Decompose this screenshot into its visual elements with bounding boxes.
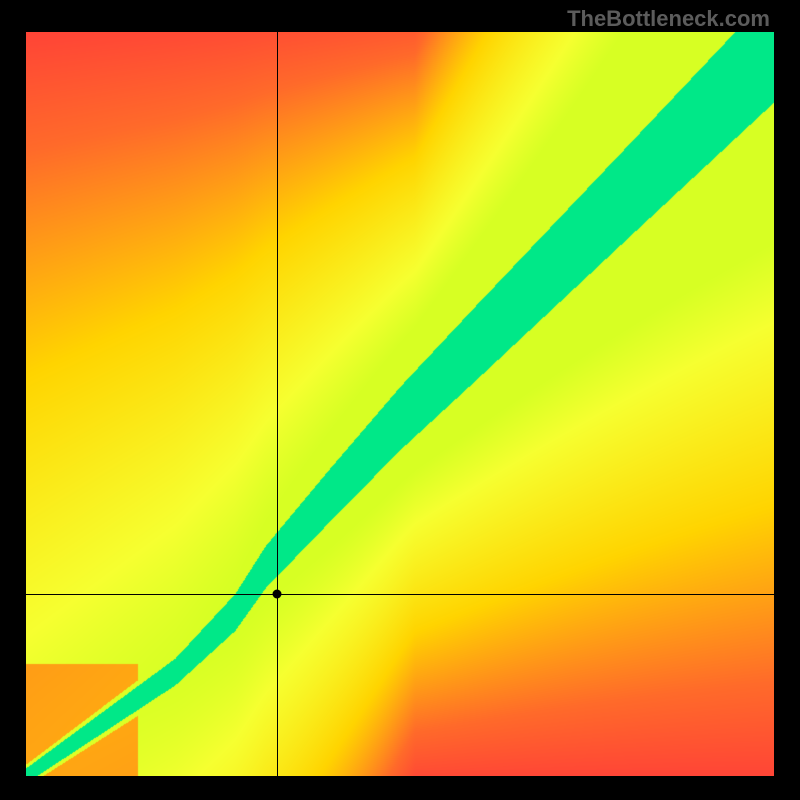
heatmap-canvas xyxy=(26,32,774,776)
crosshair-vertical xyxy=(277,32,278,776)
heatmap-plot-area xyxy=(26,32,774,776)
watermark-text: TheBottleneck.com xyxy=(567,6,770,32)
marker-dot xyxy=(272,589,281,598)
crosshair-horizontal xyxy=(26,594,774,595)
